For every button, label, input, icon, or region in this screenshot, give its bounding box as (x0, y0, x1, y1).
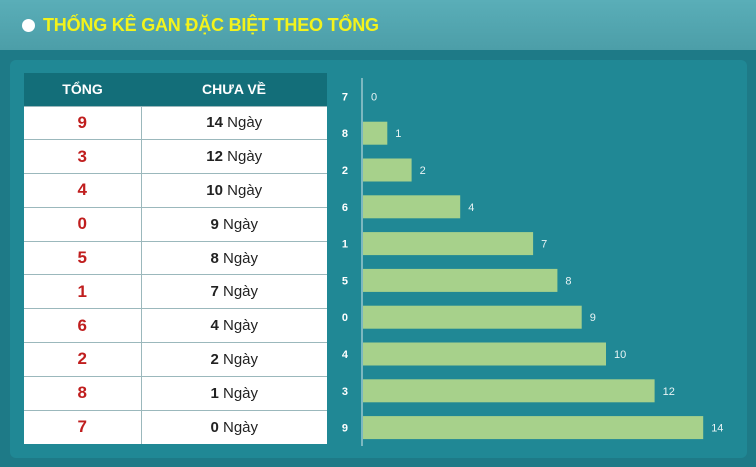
bar (363, 158, 412, 182)
row-sum-cell: 5 (24, 240, 142, 275)
bullet-icon (22, 18, 35, 32)
row-days-unit: Ngày (227, 114, 263, 132)
row-sum-cell: 1 (24, 274, 142, 309)
column-header-sum: TỔNG (24, 73, 141, 106)
bar (363, 305, 582, 329)
row-sum-cell: 6 (24, 308, 142, 343)
table-header-row: TỔNG CHƯA VỀ (24, 73, 327, 106)
bar (363, 232, 534, 256)
row-days-unit: Ngày (222, 249, 259, 267)
bar (363, 342, 606, 366)
row-sum-cell: 0 (24, 206, 142, 242)
row-days-cell: 9 Ngày (141, 206, 327, 242)
row-sum-cell: 3 (24, 139, 142, 174)
category-label: 9 (342, 423, 348, 435)
row-days-value: 0 (210, 418, 219, 436)
category-label: 6 (342, 202, 348, 214)
row-sum-cell: 7 (24, 409, 142, 444)
row-days-value: 7 (210, 283, 219, 301)
data-label: 2 (420, 165, 426, 177)
row-days-value: 9 (210, 215, 219, 233)
bar (363, 195, 461, 219)
gan-table: TỔNG CHƯA VỀ 9 14 Ngày 3 12 Ngày 4 10 Ngày 0 9 … (24, 73, 327, 444)
bar (363, 121, 388, 145)
page-header: THỐNG KÊ GAN ĐẶC BIỆT THEO TỔNG (0, 0, 756, 50)
row-sum-cell: 9 (24, 105, 142, 140)
row-days-cell: 12 Ngày (141, 139, 327, 174)
row-days-unit: Ngày (222, 283, 259, 301)
data-label: 12 (663, 386, 675, 398)
category-label: 0 (342, 312, 348, 324)
row-days-unit: Ngày (222, 384, 259, 402)
bar (363, 379, 655, 403)
row-days-unit: Ngày (227, 181, 263, 199)
category-label: 5 (342, 275, 348, 287)
table-row: 4 10 Ngày (24, 173, 327, 208)
data-label: 7 (541, 239, 547, 251)
row-days-value: 14 (206, 114, 223, 132)
row-sum-cell: 4 (24, 173, 142, 208)
row-days-cell: 8 Ngày (141, 240, 327, 275)
row-days-unit: Ngày (222, 317, 259, 335)
column-header-days: CHƯA VỀ (141, 73, 327, 106)
row-days-value: 12 (206, 148, 223, 166)
page-title: THỐNG KÊ GAN ĐẶC BIỆT THEO TỔNG (43, 14, 379, 35)
data-label: 8 (565, 275, 571, 287)
row-days-unit: Ngày (222, 418, 259, 436)
bar (363, 268, 558, 292)
data-label: 0 (371, 91, 377, 103)
row-days-cell: 10 Ngày (141, 173, 327, 208)
table-row: 3 12 Ngày (24, 139, 327, 174)
category-label: 7 (342, 91, 348, 103)
row-days-cell: 2 Ngày (141, 342, 327, 377)
row-days-cell: 0 Ngày (141, 409, 327, 444)
row-sum-cell: 2 (24, 342, 142, 377)
row-days-value: 4 (210, 317, 219, 335)
category-label: 4 (342, 349, 349, 361)
row-days-value: 8 (210, 249, 219, 267)
category-label: 8 (342, 128, 348, 140)
table-row: 9 14 Ngày (24, 105, 327, 140)
category-label: 2 (342, 165, 348, 177)
row-days-unit: Ngày (222, 215, 259, 233)
data-label: 1 (395, 128, 401, 140)
row-days-value: 1 (210, 384, 219, 402)
gan-bar-chart: 7 08 12 26 41 75 80 94 103 129 14 (342, 78, 723, 446)
category-label: 3 (342, 386, 348, 398)
data-label: 4 (468, 202, 474, 214)
data-label: 14 (711, 423, 723, 435)
table-body: 9 14 Ngày 3 12 Ngày 4 10 Ngày 0 9 Ngày 5 8 Ngày 1 7… (24, 105, 327, 444)
row-sum-cell: 8 (24, 375, 142, 411)
row-days-cell: 7 Ngày (141, 274, 327, 309)
row-days-value: 2 (210, 350, 219, 368)
row-days-cell: 1 Ngày (141, 375, 327, 411)
data-label: 10 (614, 349, 626, 361)
row-days-unit: Ngày (227, 148, 263, 166)
data-label: 9 (590, 312, 596, 324)
row-days-unit: Ngày (222, 350, 259, 368)
category-label: 1 (342, 239, 348, 251)
bar (363, 416, 704, 440)
row-days-value: 10 (206, 181, 223, 199)
row-days-cell: 4 Ngày (141, 308, 327, 343)
row-days-cell: 14 Ngày (141, 105, 327, 140)
